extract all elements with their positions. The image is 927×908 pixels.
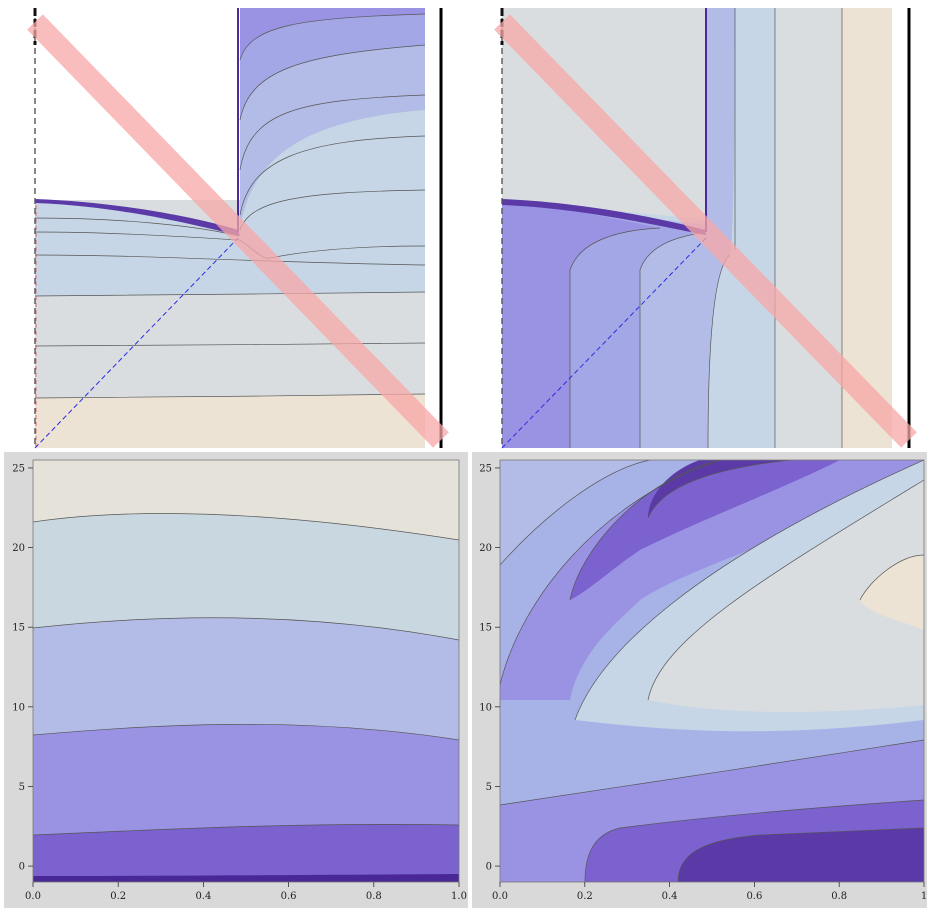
x-tick-label: 0.4: [195, 891, 211, 902]
y-tick-label: 0: [486, 862, 492, 873]
bl-band-deep: [33, 874, 459, 882]
br-band-grey: [648, 480, 924, 712]
tr-red-bar: [494, 14, 917, 448]
tl-band-lavender-2: [240, 8, 425, 60]
br-band-lavender-top: [500, 460, 650, 565]
panel-top-left: [27, 8, 449, 449]
x-tick-label: 0.4: [662, 891, 678, 902]
br-contour-lines: [500, 460, 924, 882]
tr-diagonal-blue: [501, 237, 707, 449]
y-tick-label: 20: [12, 543, 25, 554]
x-tick-label: 0.2: [577, 891, 593, 902]
y-tick-label: 15: [12, 623, 25, 634]
panel-top-right: [494, 8, 917, 449]
tl-diagonal-blue: [34, 237, 239, 449]
y-tick-label: 15: [479, 623, 492, 634]
tr-band-deep: [502, 199, 706, 235]
br-band-violet-upper: [570, 460, 840, 600]
y-tick-label: 25: [479, 463, 492, 474]
bottom-right-contour-fill: [500, 460, 924, 882]
bl-axes: 0.0 0.2 0.4 0.6 0.8 1.0 0 5 10 15 20 25: [12, 463, 467, 902]
br-band-deep-low: [678, 828, 924, 882]
top-left-contour-fill: [35, 8, 425, 448]
y-tick-label: 0: [19, 862, 25, 873]
bl-contour-lines: [33, 513, 459, 836]
panel-bottom-left: 0.0 0.2 0.4 0.6 0.8 1.0 0 5 10 15 20 25: [4, 452, 468, 908]
x-tick-label: 0.6: [281, 891, 297, 902]
y-tick-label: 10: [12, 702, 25, 713]
x-tick-label: 0.0: [492, 891, 508, 902]
x-tick-label: 0.8: [366, 891, 382, 902]
bl-band-violet: [33, 824, 459, 882]
x-tick-label: 0.8: [831, 891, 847, 902]
y-tick-label: 5: [19, 782, 25, 793]
y-tick-label: 5: [486, 782, 492, 793]
bottom-left-contour-fill: [33, 460, 459, 882]
y-tick-label: 25: [12, 463, 25, 474]
tr-band-lavender-2: [502, 200, 660, 448]
x-tick-label: 0.0: [25, 891, 41, 902]
y-tick-label: 20: [479, 543, 492, 554]
y-tick-label: 10: [479, 702, 492, 713]
tl-band-deep: [35, 199, 240, 236]
x-tick-label: 1.0: [451, 891, 467, 902]
br-band-cream: [860, 555, 924, 630]
x-tick-label: 0.6: [746, 891, 762, 902]
x-tick-label: 1: [921, 891, 927, 902]
tl-red-bar: [27, 14, 449, 448]
tl-band-lavender: [240, 10, 425, 120]
x-tick-label: 0.2: [110, 891, 126, 902]
tl-contour-lines: [35, 13, 425, 399]
